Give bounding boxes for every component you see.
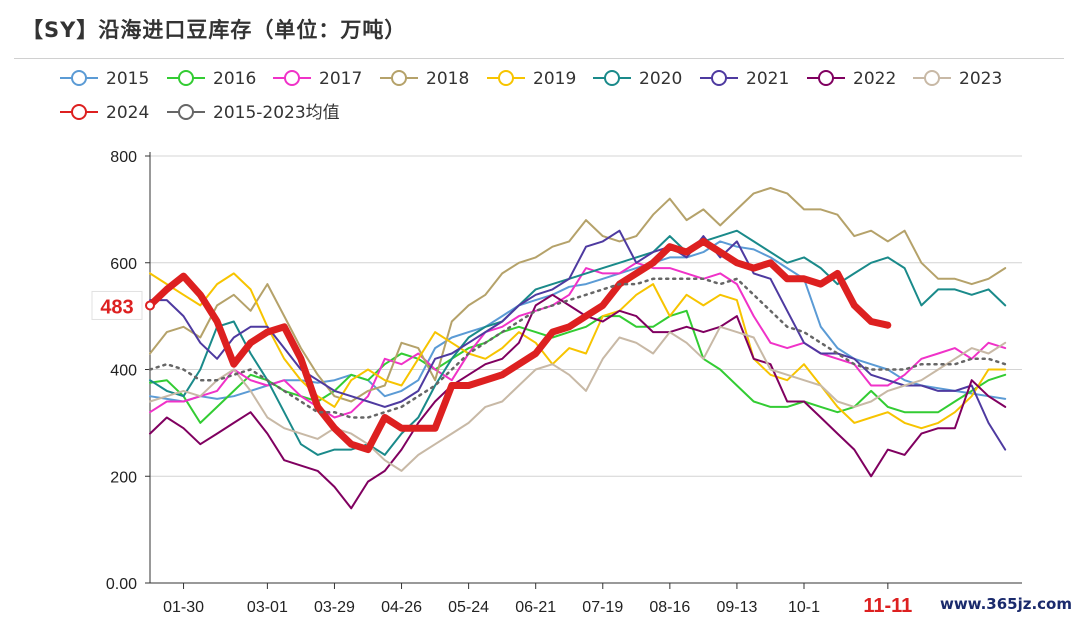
legend-item: 2021 [700,69,789,89]
series-line-2017 [149,261,1007,419]
y-tick-label: 800 [110,149,137,166]
x-tick-label: 03-01 [247,599,288,616]
legend-marker [71,104,87,120]
series-line-2024 [146,237,892,454]
chart-title: 【SY】沿海进口豆库存（单位：万吨） [22,18,407,42]
legend-marker [391,70,407,86]
legend-item: 2015 [60,69,149,89]
legend: 2015 2016 2017 2018 2019 2020 2021 2022 2023 2024… [60,69,1002,123]
watermark: www.365jz.com [939,595,1072,613]
legend-label: 2021 [746,69,789,89]
series-line-2023 [149,325,1007,472]
series-line-2021 [149,229,1007,451]
x-tick-label: 09-13 [716,599,757,616]
axes [145,152,1022,589]
legend-label: 2022 [853,69,896,89]
legend-marker [178,70,194,86]
y-tick-label: 200 [110,469,137,486]
legend-item: 2016 [167,69,256,89]
y-tick-label: 600 [110,256,137,273]
legend-marker [498,70,514,86]
legend-marker [924,70,940,86]
legend-label: 2024 [106,103,149,123]
series-start-marker [145,300,155,311]
legend-item: 2024 [60,103,149,123]
legend-item: 2018 [380,69,469,89]
series-lines [145,187,1007,510]
series-line-2018 [149,187,1007,403]
legend-item: 2023 [913,69,1002,89]
x-tick-label: 03-29 [314,599,355,616]
highlight-value-box [91,290,143,320]
x-tick-label: 11-11 [863,595,912,617]
series-line-2015 [149,240,1007,403]
legend-marker [818,70,834,86]
legend-item: 2020 [593,69,682,89]
legend-label: 2018 [426,69,469,89]
legend-label: 2016 [213,69,256,89]
series-line-2019 [149,272,1007,430]
legend-item: 2015-2023均值 [167,103,340,123]
legend-marker [711,70,727,86]
legend-marker [178,104,194,120]
x-tick-label: 08-16 [649,599,690,616]
y-tick-label: 400 [110,363,137,380]
x-tick-label: 04-26 [381,599,422,616]
grid [150,155,1022,477]
axis-labels: 0.00 200 400 600 800 01-30 03-01 03-29 04-26 05-2… [91,149,912,617]
legend-marker [71,70,87,86]
x-tick-label: 01-30 [163,599,204,616]
x-tick-label: 05-24 [448,599,489,616]
series-line-2022 [149,293,1007,510]
legend-label: 2019 [533,69,576,89]
legend-marker [284,70,300,86]
series-line-2016 [149,309,1007,424]
legend-item: 2017 [273,69,362,89]
x-tick-label: 10-1 [788,599,820,616]
legend-label: 2020 [639,69,682,89]
legend-item: 2019 [487,69,576,89]
series-line-2015-2023均值 [148,277,1007,419]
legend-label: 2015 [106,69,149,89]
x-tick-label: 06-21 [515,599,556,616]
legend-label: 2015-2023均值 [213,103,340,123]
x-tick-label: 07-19 [582,599,623,616]
legend-item: 2022 [807,69,896,89]
legend-label: 2023 [959,69,1002,89]
highlight-value: 483 [100,296,133,318]
legend-marker [604,70,620,86]
series-line-2020 [149,229,1007,456]
y-tick-label: 0.00 [106,576,137,593]
title-divider [14,58,1064,59]
legend-label: 2017 [319,69,362,89]
